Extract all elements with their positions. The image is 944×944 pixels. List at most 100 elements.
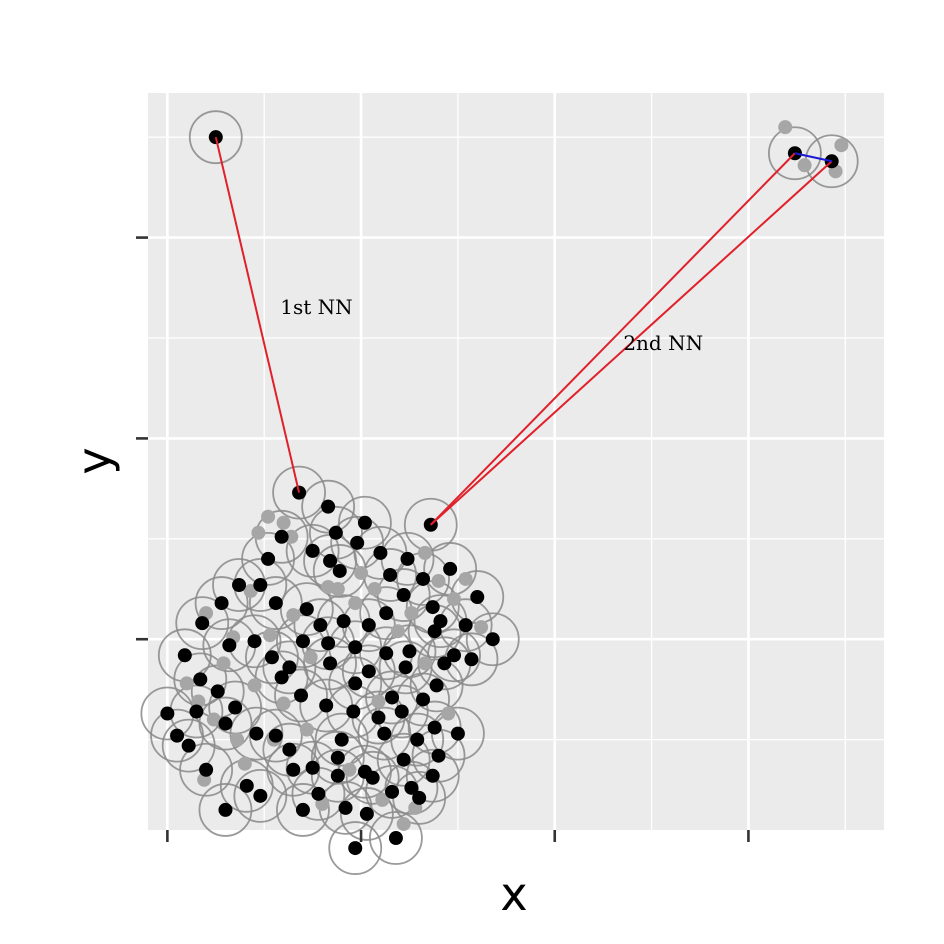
neighbourhood-circle: [285, 523, 340, 578]
black-point: [264, 650, 279, 665]
black-point: [319, 698, 334, 713]
black-point: [249, 726, 264, 741]
grey-point: [834, 138, 849, 153]
black-point: [400, 551, 415, 566]
black-point: [416, 571, 431, 586]
black-point: [177, 648, 192, 663]
black-point: [383, 567, 398, 582]
black-point: [379, 646, 394, 661]
grey-point: [375, 792, 390, 807]
black-point: [361, 664, 376, 679]
black-point: [299, 602, 314, 617]
black-point: [437, 656, 452, 671]
neighbourhood-circle: [378, 640, 433, 695]
black-point: [305, 760, 320, 775]
black-point: [416, 692, 431, 707]
black-point: [181, 738, 196, 753]
neighbourhood-circle: [198, 696, 253, 751]
nn-link-line: [214, 136, 301, 493]
grey-point: [286, 608, 301, 623]
black-point: [232, 578, 247, 593]
neighbourhood-circle: [248, 576, 303, 630]
neighbourhood-circle: [188, 110, 243, 165]
black-point: [425, 600, 440, 615]
black-point: [199, 762, 214, 777]
black-point: [313, 618, 328, 633]
neighbourhood-circle: [409, 658, 464, 713]
black-point: [348, 640, 363, 655]
neighbourhood-circle: [233, 768, 288, 823]
neighbourhood-circle: [328, 821, 383, 875]
black-point: [218, 802, 233, 817]
black-point: [282, 660, 297, 675]
black-point: [321, 636, 336, 651]
black-point: [323, 656, 338, 671]
grey-point: [179, 676, 194, 691]
black-point: [412, 790, 427, 805]
black-point: [253, 788, 268, 803]
black-point: [311, 786, 326, 801]
neighbourhood-circle: [198, 783, 253, 837]
neighbourhood-circle: [384, 760, 439, 815]
black-points: [160, 130, 839, 856]
black-point: [247, 634, 262, 649]
grey-point: [390, 624, 405, 639]
nn-link-line: [430, 152, 796, 526]
black-point: [357, 515, 372, 530]
grey-point: [778, 120, 793, 135]
black-point: [402, 644, 417, 659]
neighbourhood-circle: [369, 811, 423, 865]
x-axis-title: x: [500, 867, 527, 921]
nn-link-line: [794, 152, 832, 163]
neighbourhood-circle: [345, 750, 400, 805]
black-point: [379, 606, 394, 621]
black-point: [328, 525, 343, 540]
neighbourhood-circle: [465, 612, 520, 667]
grey-point: [371, 694, 386, 709]
neighbourhood-circle: [376, 732, 431, 787]
black-point: [295, 802, 310, 817]
grey-point: [247, 678, 262, 693]
neighbourhood-circle: [194, 576, 249, 630]
black-point: [305, 543, 320, 558]
grey-point: [276, 515, 291, 530]
grey-point: [417, 656, 432, 671]
grey-point: [251, 525, 266, 540]
black-point: [359, 806, 374, 821]
neighbourhood-circle: [262, 722, 317, 777]
grey-point: [441, 706, 456, 721]
black-point: [170, 728, 185, 743]
neighbourhood-circle: [768, 126, 822, 181]
black-point: [261, 551, 276, 566]
black-point: [268, 728, 283, 743]
black-point: [458, 618, 473, 633]
black-point: [210, 684, 225, 699]
black-point: [334, 732, 349, 747]
grey-point: [348, 596, 363, 611]
axis-ticks: [136, 236, 750, 842]
black-point: [350, 535, 365, 550]
black-point: [295, 634, 310, 649]
grey-point: [342, 762, 357, 777]
annotation-label: 1st NN: [280, 295, 352, 319]
black-point: [348, 676, 363, 691]
black-point: [239, 778, 254, 793]
black-point: [385, 784, 400, 799]
nn-links: [214, 136, 833, 526]
black-point: [214, 596, 229, 611]
grey-point: [216, 656, 231, 671]
black-point: [282, 742, 297, 757]
black-point: [348, 841, 363, 856]
black-point: [373, 545, 388, 560]
black-point: [321, 499, 336, 514]
black-point: [160, 706, 175, 721]
black-point: [464, 652, 479, 667]
black-point: [193, 672, 208, 687]
black-point: [447, 648, 462, 663]
nn-link-line: [430, 160, 833, 526]
neighbourhood-circle: [314, 712, 369, 767]
black-point: [429, 678, 444, 693]
black-point: [286, 762, 301, 777]
black-point: [330, 768, 345, 783]
